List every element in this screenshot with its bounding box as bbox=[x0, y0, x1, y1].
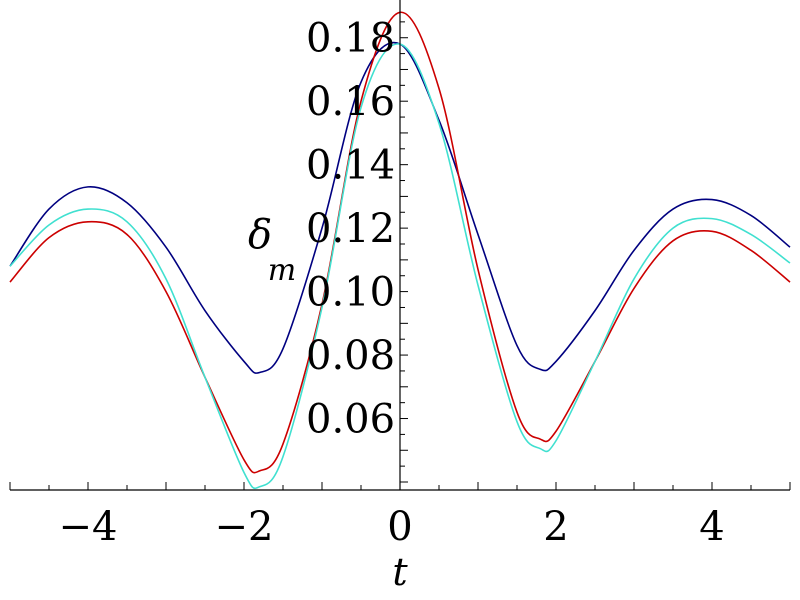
y-tick-label: 0.12 bbox=[306, 206, 395, 252]
y-tick-label: 0.14 bbox=[306, 143, 395, 189]
x-tick-label: 2 bbox=[543, 504, 568, 550]
y-tick-label: 0.18 bbox=[306, 16, 395, 62]
axes bbox=[10, 0, 790, 491]
x-tick-label: −4 bbox=[59, 504, 118, 550]
y-tick-label: 0.06 bbox=[306, 397, 395, 443]
y-axis-label-subscript: m bbox=[268, 253, 296, 288]
x-tick-label: 0 bbox=[387, 504, 412, 550]
x-tick-label: 4 bbox=[699, 504, 724, 550]
y-tick-label: 0.10 bbox=[306, 270, 395, 316]
x-axis-ticks: −4 −2 0 2 4 bbox=[9, 482, 791, 550]
x-axis-label: t bbox=[392, 550, 408, 594]
y-axis-label: δ bbox=[248, 212, 272, 258]
y-axis-ticks: 0.06 0.08 0.10 0.12 0.14 0.16 0.18 bbox=[306, 16, 408, 483]
x-tick-label: −2 bbox=[215, 504, 274, 550]
y-tick-label: 0.08 bbox=[306, 333, 395, 379]
y-tick-label: 0.16 bbox=[306, 79, 395, 125]
series-group bbox=[9, 11, 791, 490]
series-line-2 bbox=[9, 11, 791, 474]
series-line-3 bbox=[9, 43, 791, 490]
